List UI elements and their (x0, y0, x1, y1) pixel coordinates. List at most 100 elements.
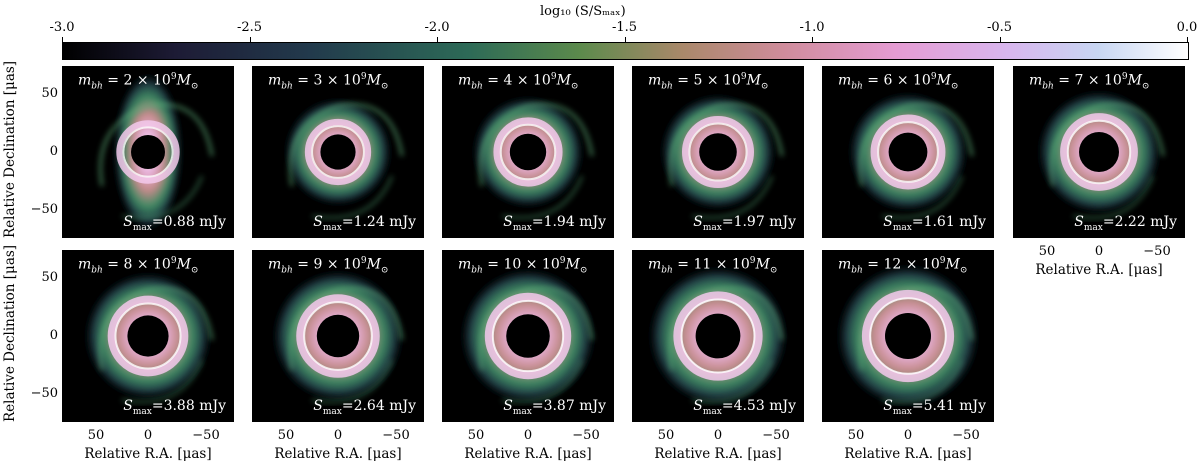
panel-image (659, 93, 784, 219)
photon-ring (493, 117, 563, 187)
panel-image (647, 265, 789, 407)
spiral-arm (289, 103, 404, 187)
photon-ring (673, 291, 763, 381)
black-hole-shadow (509, 133, 547, 171)
inner-ring (114, 302, 182, 370)
spiral-arm (1050, 103, 1165, 187)
x-tick-label: 50 (657, 428, 675, 443)
x-tick-label: −50 (572, 428, 600, 443)
spiral-arm (479, 103, 594, 187)
smax-label: Smax=1.97 mJy (693, 214, 796, 233)
spiral-arm (311, 359, 394, 403)
colorbar-tick-mark (1187, 37, 1188, 42)
black-hole-shadow (885, 313, 931, 359)
mass-label: mbh = 7 × 109M⊙ (1029, 72, 1150, 92)
smax-label: Smax=1.61 mJy (883, 214, 986, 233)
colorbar-tick-label: -0.5 (986, 20, 1013, 35)
mass-label: mbh = 6 × 109M⊙ (838, 72, 959, 92)
photon-ring (116, 120, 180, 184)
image-panel: mbh = 3 × 109M⊙ Smax=1.24 mJy (252, 66, 424, 238)
inner-ring (311, 125, 365, 179)
image-panel: mbh = 10 × 109M⊙ Smax=3.87 mJy (442, 250, 614, 422)
inner-ring (877, 121, 939, 183)
image-panel: mbh = 4 × 109M⊙ Smax=1.94 mJy (442, 66, 614, 238)
spiral-arm (881, 359, 964, 403)
mass-label: mbh = 2 × 109M⊙ (78, 72, 199, 92)
mass-label: mbh = 8 × 109M⊙ (78, 256, 199, 276)
inner-ring (303, 301, 373, 371)
panel-image (283, 97, 404, 219)
black-hole-shadow (695, 313, 741, 359)
black-hole-shadow (699, 133, 737, 171)
spiral-arm (669, 287, 784, 371)
y-axis-label-row2: Relative Declination [μas] (2, 244, 18, 422)
x-tick-label: 50 (467, 428, 485, 443)
x-tick-label: 0 (143, 428, 153, 443)
smax-label: Smax=1.94 mJy (503, 214, 606, 233)
smax-label: Smax=2.22 mJy (1074, 214, 1177, 233)
x-tick-label: −50 (952, 428, 980, 443)
spiral-arm (859, 103, 974, 187)
y-axis-label-row1: Relative Declination [μas] (2, 60, 18, 238)
x-tick-label: −50 (192, 428, 220, 443)
smax-label: Smax=5.41 mJy (883, 398, 986, 417)
x-tick-label: 50 (847, 428, 865, 443)
image-panel: mbh = 7 × 109M⊙ Smax=2.22 mJy (1013, 66, 1185, 238)
spiral-arm (99, 103, 214, 187)
black-hole-shadow (1079, 132, 1119, 172)
colorbar-tick-label: -1.0 (799, 20, 825, 35)
panel-image (847, 91, 974, 219)
colorbar-tick-mark (62, 37, 63, 42)
inner-ring (122, 126, 174, 178)
inner-ring (680, 298, 756, 374)
spiral-arm (691, 175, 774, 219)
photon-ring (861, 289, 955, 383)
x-axis-label: Relative R.A. [μas] (84, 446, 212, 462)
spiral-arm (289, 287, 404, 371)
panel-image (835, 263, 981, 409)
panel-image (471, 95, 594, 219)
inner-ring (1066, 119, 1132, 185)
x-axis-label: Relative R.A. [μas] (1035, 262, 1163, 278)
colorbar-tick-mark (249, 37, 251, 42)
black-hole-shadow (316, 314, 360, 358)
image-panel: mbh = 11 × 109M⊙ Smax=4.53 mJy (632, 250, 804, 422)
image-panel: mbh = 5 × 109M⊙ Smax=1.97 mJy (632, 66, 804, 238)
spiral-arm (501, 175, 584, 219)
inner-ring (688, 122, 748, 182)
smax-label: Smax=2.64 mJy (313, 398, 416, 417)
photon-ring (107, 295, 189, 377)
image-panel: mbh = 2 × 109M⊙ Smax=0.88 mJy (62, 66, 234, 238)
smax-label: Smax=3.88 mJy (123, 398, 226, 417)
photon-ring (870, 114, 946, 190)
panel-image (459, 267, 597, 405)
spiral-arm (1072, 175, 1155, 219)
black-hole-shadow (131, 135, 165, 169)
x-tick-label: 0 (523, 428, 533, 443)
image-panel: mbh = 8 × 109M⊙ Smax=3.88 mJy (62, 250, 234, 422)
inner-ring (499, 123, 557, 181)
spiral-arm (669, 103, 784, 187)
spiral-arm (479, 287, 594, 371)
spiral-arm (121, 359, 204, 403)
x-axis-label: Relative R.A. [μas] (274, 446, 402, 462)
colorbar-tick-label: -2.0 (424, 20, 450, 35)
mass-label: mbh = 3 × 109M⊙ (268, 72, 389, 92)
spiral-arm (311, 175, 394, 219)
mass-label: mbh = 11 × 109M⊙ (648, 256, 778, 276)
photon-ring (296, 294, 380, 378)
colorbar-tick-mark (999, 37, 1001, 42)
y-tick-label: −50 (30, 386, 58, 401)
y-tick-label: 50 (41, 270, 58, 285)
x-tick-label: −50 (1143, 244, 1171, 259)
spiral-arm (121, 175, 204, 219)
spiral-arm (881, 175, 964, 219)
x-tick-label: 50 (87, 428, 105, 443)
colorbar-tick-mark (437, 37, 438, 42)
y-tick-label: −50 (30, 202, 58, 217)
x-tick-label: 50 (1038, 244, 1056, 259)
photon-ring (304, 118, 372, 186)
x-tick-label: 50 (277, 428, 295, 443)
black-hole-shadow (320, 134, 356, 170)
colorbar-label: log₁₀ (S/Sₘₐₓ) (540, 4, 626, 19)
